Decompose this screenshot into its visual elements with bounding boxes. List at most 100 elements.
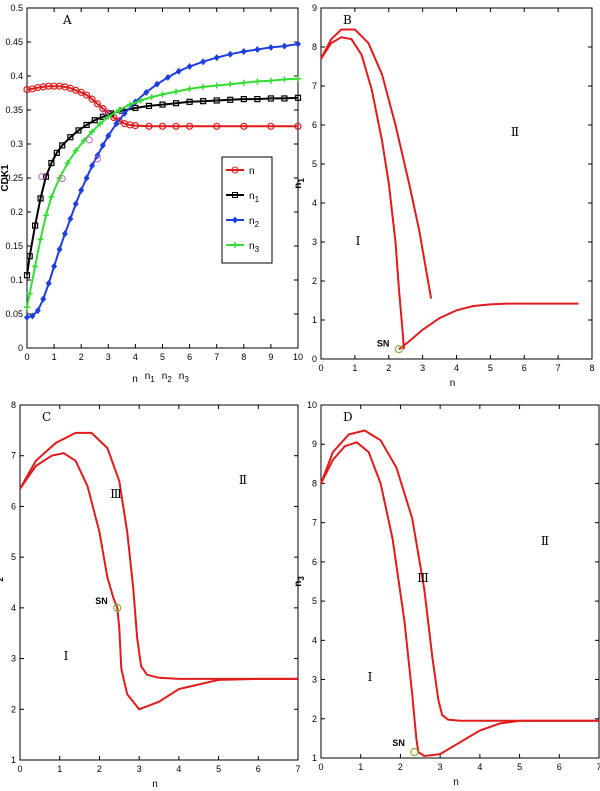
x-tick-label: 7 (596, 762, 600, 772)
marker-n2 (227, 50, 234, 58)
marker-n1 (159, 101, 166, 108)
legend-label-n2: n2 (249, 216, 260, 229)
x-tick-label: 5 (517, 762, 522, 772)
marker-n1 (42, 173, 50, 180)
plot-frame (320, 7, 593, 360)
marker-n1 (200, 98, 207, 105)
marker-n (240, 122, 248, 130)
legend-label-base: n (249, 216, 255, 227)
legend-marker (232, 216, 238, 224)
bifurcation-curve-2 (19, 431, 298, 680)
y-tick-label: 9 (312, 439, 317, 449)
y-axis-label-base: n (293, 581, 304, 587)
panel-label: D (343, 410, 353, 424)
panel-C: 0123456712345678Cn2nSNⅠⅡⅢ (0, 400, 301, 790)
x-tick-label: 4 (454, 363, 459, 373)
marker-n1 (132, 104, 139, 112)
legend-label-n3: n3 (249, 241, 260, 254)
marker-n1 (240, 96, 247, 103)
marker-n2 (67, 215, 74, 223)
marker-n1 (83, 121, 90, 129)
y-tick-label: 8 (11, 400, 16, 410)
y-tick-label: 10 (307, 400, 317, 410)
marker-n2 (51, 262, 58, 270)
marker-n2 (267, 43, 274, 51)
y-tick-label: 0.05 (5, 309, 23, 319)
x-axis-label: n (152, 779, 158, 790)
x-tick-label: 5 (160, 352, 165, 362)
marker-n2 (143, 88, 150, 96)
marker-n2 (186, 62, 193, 70)
marker-n1 (59, 142, 66, 149)
sn-point (410, 748, 419, 757)
marker-n (88, 95, 96, 103)
bifurcation-curve-2 (320, 28, 433, 299)
bifurcation-curve-3 (398, 302, 579, 351)
x-tick-label: 0 (24, 352, 29, 362)
marker-n (213, 122, 221, 130)
marker-n2 (154, 80, 161, 88)
special-point (58, 175, 66, 183)
legend-label-base: n (249, 191, 255, 202)
x-tick-label: 8 (241, 352, 246, 362)
x-tick-label: 6 (256, 764, 261, 774)
y-tick-label: 0.3 (10, 139, 23, 149)
marker-n1 (26, 253, 33, 260)
series-line-n (26, 85, 298, 128)
x-axis-label-part: n (162, 371, 168, 382)
legend-label-n: n (249, 166, 255, 177)
x-tick-label: 1 (352, 363, 357, 373)
marker-n2 (121, 109, 128, 117)
panel-label: A (62, 13, 72, 27)
x-tick-label: 3 (438, 762, 443, 772)
y-tick-label: 4 (312, 198, 317, 208)
special-point (85, 136, 93, 144)
y-axis-label-base: n (293, 183, 304, 189)
y-tick-label: 0.2 (10, 207, 23, 217)
y-tick-label: 7 (11, 451, 16, 461)
y-tick-label: 1 (312, 753, 317, 763)
marker-n3 (105, 113, 112, 120)
x-tick-label: 4 (477, 762, 482, 772)
x-tick-label: 2 (398, 762, 403, 772)
y-tick-label: 7 (312, 81, 317, 91)
x-axis-label: n n1 n2 n3 (132, 371, 189, 385)
bifurcation-curve-1 (320, 441, 599, 758)
x-tick-label: 2 (386, 363, 391, 373)
marker-n2 (45, 279, 52, 287)
panel-A: 0 1 2 3 4 5 6 7 8 9 10 0 0.05 0.1 0.15 0.2 0.25 0.3 0.35 0.… (0, 3, 303, 385)
region-label: Ⅰ (64, 649, 69, 663)
y-axis-label: n3 (293, 576, 306, 587)
marker-n (294, 122, 302, 130)
y-axis-label: n2 (0, 577, 5, 588)
marker-n2 (295, 40, 301, 48)
y-tick-label: 0 (18, 343, 23, 353)
x-axis-label-part: 2 (167, 375, 172, 384)
x-axis-label-part: n (179, 371, 185, 382)
y-tick-label: 8 (312, 42, 317, 52)
marker-n (172, 122, 180, 130)
marker-n3 (24, 304, 30, 311)
y-tick-label: 2 (312, 276, 317, 286)
sn-label: SN (392, 738, 405, 748)
marker-n3 (254, 78, 261, 85)
marker-n3 (186, 85, 193, 92)
y-tick-label: 0.45 (5, 37, 23, 47)
marker-n2 (40, 295, 47, 303)
x-tick-label: 0 (318, 363, 323, 373)
marker-n2 (78, 186, 85, 194)
marker-n3 (281, 76, 288, 83)
y-tick-label: 0.5 (10, 3, 23, 13)
x-axis-label-part: n (132, 374, 138, 385)
legend-label-base: n (249, 241, 255, 252)
marker-n1 (48, 159, 55, 167)
marker-n3 (200, 83, 207, 90)
x-tick-label: 1 (52, 352, 57, 362)
marker-n1 (23, 272, 31, 279)
marker-n3 (213, 82, 220, 89)
y-axis-label: n1 (293, 178, 306, 189)
marker-n (267, 122, 275, 130)
x-axis-label: n (453, 777, 459, 788)
x-tick-label: 9 (268, 352, 273, 362)
marker-n2 (29, 312, 36, 320)
